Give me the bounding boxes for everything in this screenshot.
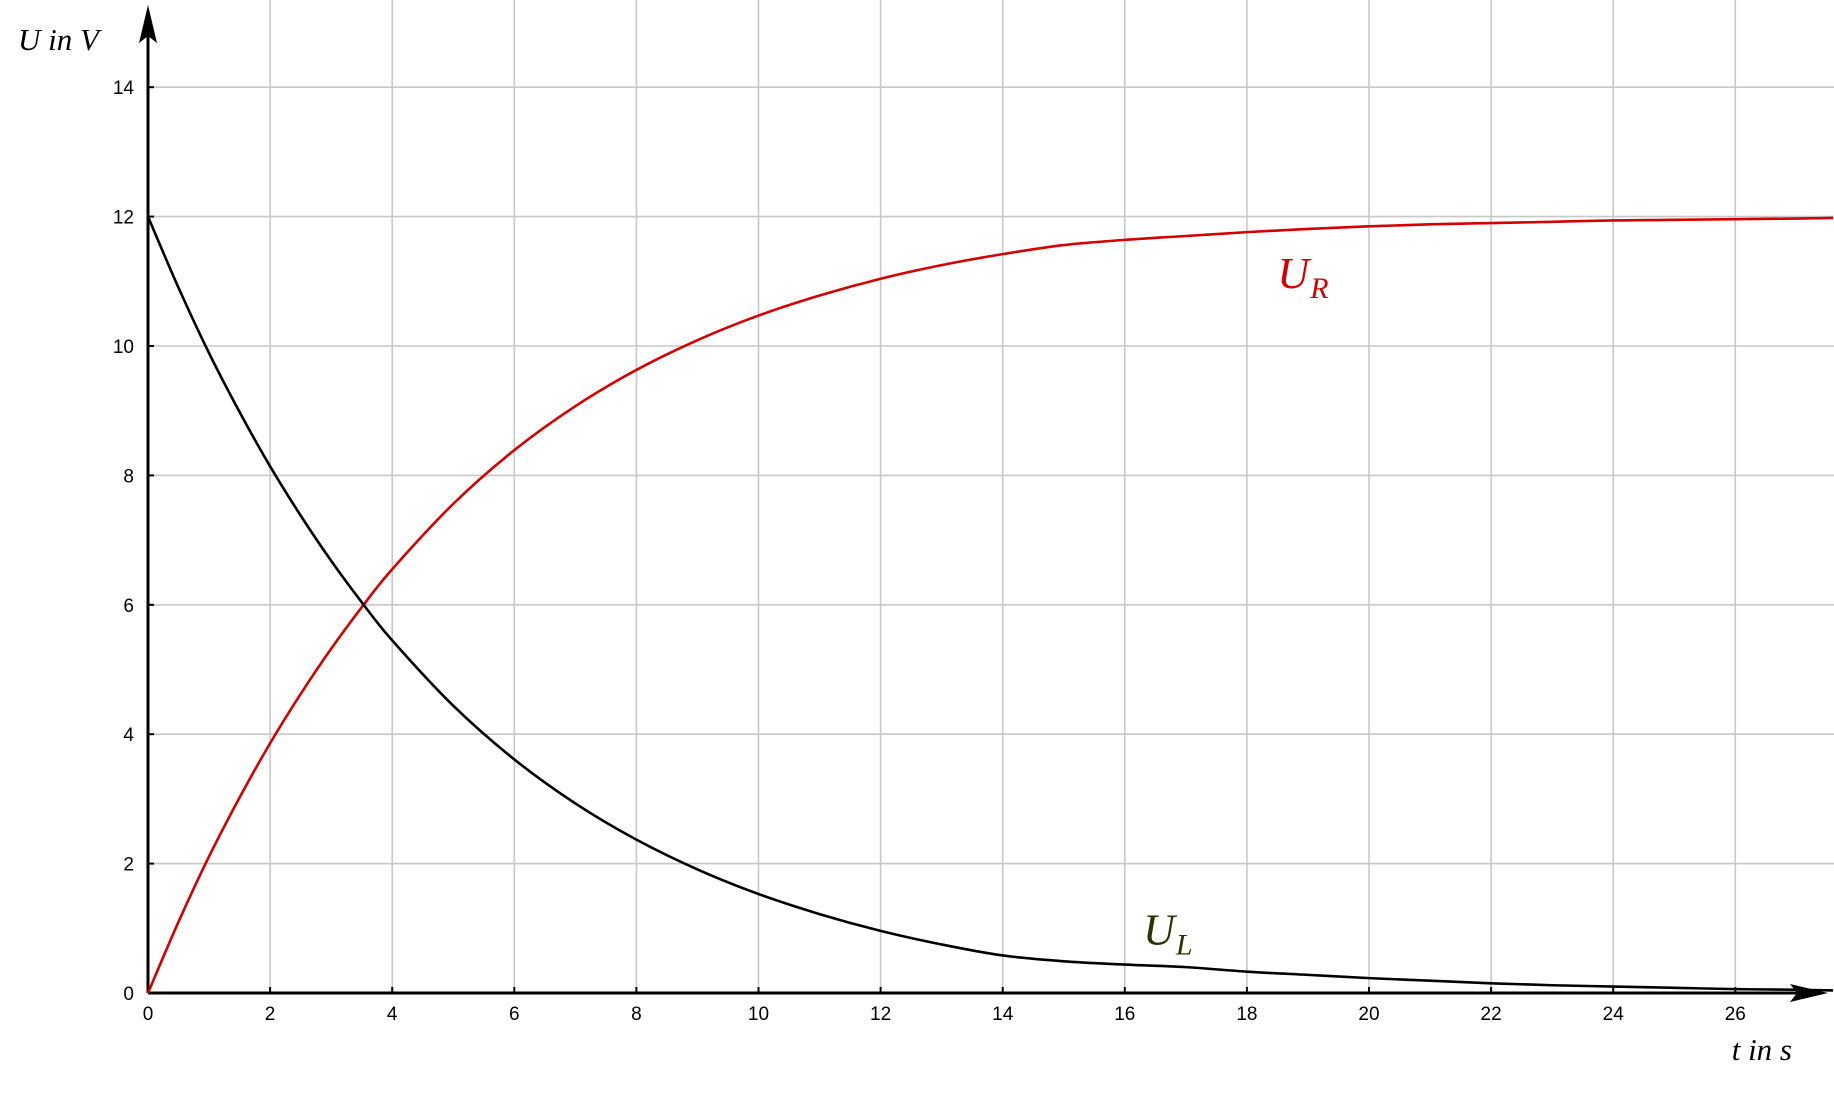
y-tick-label: 6	[123, 596, 134, 617]
x-axis-title: t in s	[1732, 1032, 1792, 1067]
y-tick-label: 0	[123, 984, 134, 1005]
x-tick-label: 14	[992, 1004, 1014, 1025]
series-line-u-l	[148, 217, 1833, 991]
y-tick-label: 12	[113, 208, 134, 229]
x-tick-label: 24	[1603, 1004, 1625, 1025]
grid	[148, 0, 1834, 993]
series-label-subscript: R	[1309, 272, 1328, 305]
x-tick-label: 0	[143, 1004, 154, 1025]
x-tick-label: 10	[748, 1004, 769, 1025]
y-tick-label: 10	[113, 337, 134, 358]
series-label-u-l: UL	[1143, 905, 1192, 961]
y-axis-title: U in V	[18, 22, 102, 57]
series-label-subscript: L	[1175, 928, 1193, 961]
y-tick-label: 4	[123, 725, 134, 746]
x-tick-label: 20	[1358, 1004, 1379, 1025]
series-label-main: U	[1277, 249, 1312, 298]
x-tick-label: 12	[870, 1004, 891, 1025]
x-tick-label: 6	[509, 1004, 520, 1025]
y-tick-label: 2	[123, 855, 134, 876]
y-tick-label: 14	[113, 78, 135, 99]
x-tick-label: 22	[1481, 1004, 1502, 1025]
x-tick-label: 2	[265, 1004, 276, 1025]
x-tick-label: 8	[631, 1004, 642, 1025]
x-tick-label: 4	[387, 1004, 398, 1025]
y-tick-label: 8	[123, 466, 134, 487]
x-tick-label: 16	[1114, 1004, 1135, 1025]
x-tick-label: 18	[1236, 1004, 1257, 1025]
series-label-u-r: UR	[1277, 249, 1328, 305]
x-tick-label: 26	[1725, 1004, 1746, 1025]
series-label-main: U	[1143, 905, 1178, 954]
